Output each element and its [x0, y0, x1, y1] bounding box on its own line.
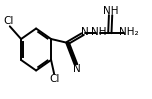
- Text: NH₂: NH₂: [119, 27, 138, 37]
- Text: Cl: Cl: [50, 74, 60, 84]
- Text: N: N: [73, 64, 81, 74]
- Text: NH: NH: [103, 6, 119, 16]
- Text: N: N: [81, 27, 88, 37]
- Text: Cl: Cl: [4, 16, 14, 26]
- Text: NH: NH: [91, 27, 107, 37]
